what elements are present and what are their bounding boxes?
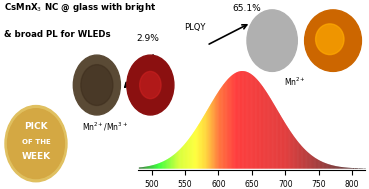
Circle shape (315, 24, 344, 55)
Circle shape (81, 65, 113, 105)
Circle shape (127, 55, 174, 115)
Text: 65.1%: 65.1% (232, 4, 261, 13)
Text: PLQY: PLQY (184, 23, 206, 32)
Text: & broad PL for WLEDs: & broad PL for WLEDs (4, 30, 110, 39)
Circle shape (7, 109, 65, 179)
Text: 2.9%: 2.9% (137, 34, 159, 43)
Text: PICK: PICK (24, 122, 48, 131)
Circle shape (140, 71, 161, 99)
Text: Mn$^{2+}$: Mn$^{2+}$ (284, 76, 306, 88)
Circle shape (304, 10, 361, 71)
Text: WEEK: WEEK (21, 152, 51, 161)
Text: CsMnX$_3$ NC @ glass with bright: CsMnX$_3$ NC @ glass with bright (4, 2, 156, 14)
Circle shape (5, 105, 67, 182)
Text: Mn$^{2+}$/Mn$^{3+}$: Mn$^{2+}$/Mn$^{3+}$ (82, 121, 128, 133)
Text: OF THE: OF THE (22, 139, 50, 145)
Circle shape (73, 55, 120, 115)
Circle shape (247, 10, 297, 71)
